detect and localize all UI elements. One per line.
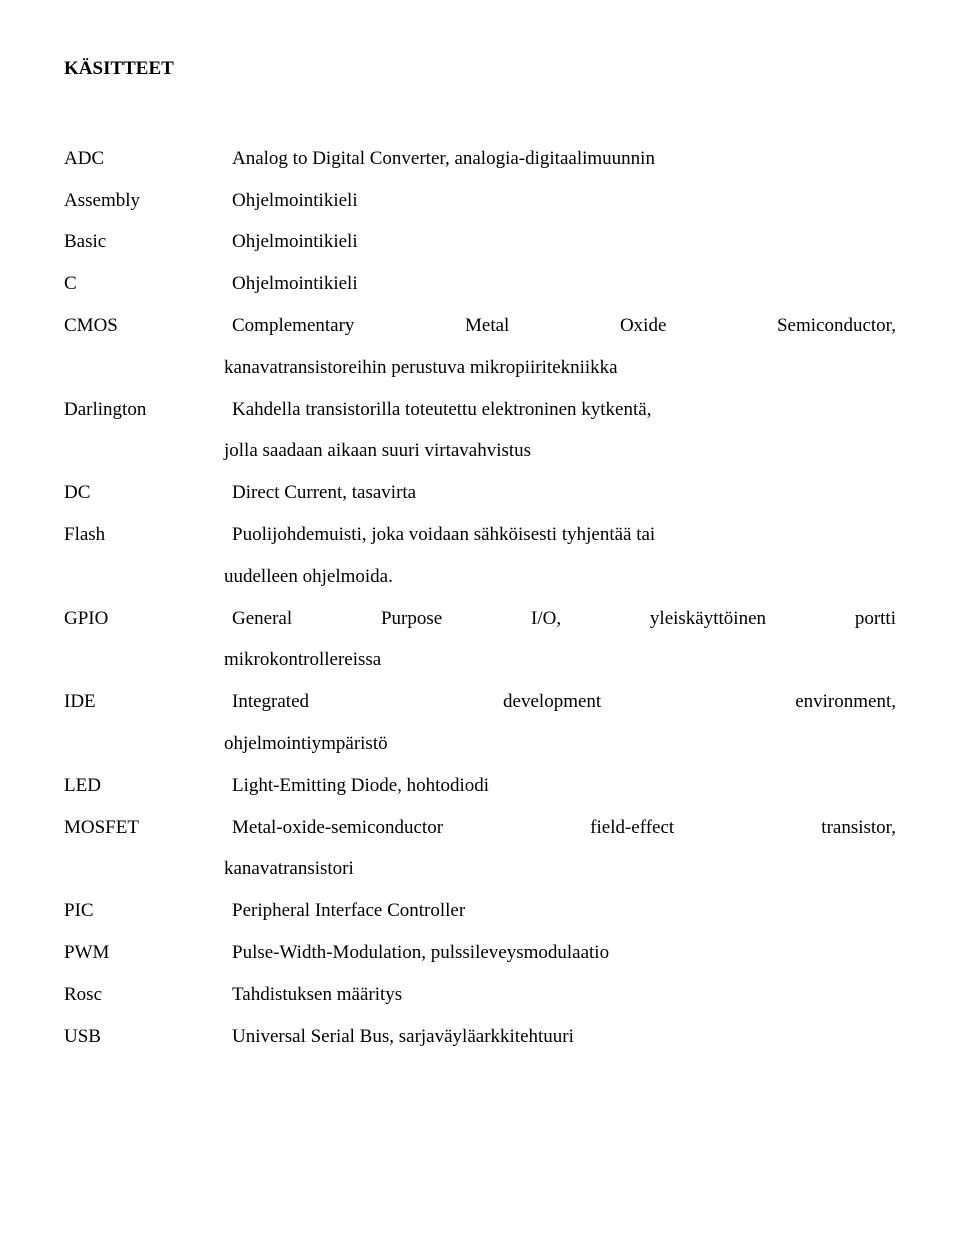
def-ide-line2: ohjelmointiympäristö (64, 723, 896, 765)
def-led: Light-Emitting Diode, hohtodiodi (232, 765, 896, 807)
def-mosfet-line1: Metal-oxide-semiconductor field-effect t… (232, 807, 896, 849)
def-flash-line1: Puolijohdemuisti, joka voidaan sähköises… (232, 514, 896, 556)
def-dc: Direct Current, tasavirta (232, 472, 896, 514)
def-basic: Ohjelmointikieli (232, 221, 896, 263)
term-basic: Basic (64, 221, 232, 263)
term-assembly: Assembly (64, 180, 232, 222)
def-adc: Analog to Digital Converter, analogia-di… (232, 138, 896, 180)
page-title: KÄSITTEET (64, 48, 896, 90)
term-led: LED (64, 765, 232, 807)
term-darlington: Darlington (64, 389, 232, 431)
term-usb: USB (64, 1016, 232, 1058)
term-adc: ADC (64, 138, 232, 180)
def-rosc: Tahdistuksen määritys (232, 974, 896, 1016)
term-cmos: CMOS (64, 305, 232, 347)
def-pic: Peripheral Interface Controller (232, 890, 896, 932)
def-cmos-line2: kanavatransistoreihin perustuva mikropii… (64, 347, 896, 389)
term-rosc: Rosc (64, 974, 232, 1016)
def-pwm: Pulse-Width-Modulation, pulssileveysmodu… (232, 932, 896, 974)
def-darlington-line1: Kahdella transistorilla toteutettu elekt… (232, 389, 896, 431)
def-flash-line2: uudelleen ohjelmoida. (64, 556, 896, 598)
term-gpio: GPIO (64, 598, 232, 640)
def-cmos-line1: Complementary Metal Oxide Semiconductor, (232, 305, 896, 347)
def-gpio-line2: mikrokontrollereissa (64, 639, 896, 681)
def-gpio-line1: General Purpose I/O, yleiskäyttöinen por… (232, 598, 896, 640)
term-dc: DC (64, 472, 232, 514)
term-mosfet: MOSFET (64, 807, 232, 849)
def-assembly: Ohjelmointikieli (232, 180, 896, 222)
def-darlington-line2: jolla saadaan aikaan suuri virtavahvistu… (64, 430, 896, 472)
term-pwm: PWM (64, 932, 232, 974)
term-ide: IDE (64, 681, 232, 723)
def-mosfet-line2: kanavatransistori (64, 848, 896, 890)
def-usb: Universal Serial Bus, sarjaväyläarkkiteh… (232, 1016, 896, 1058)
def-c: Ohjelmointikieli (232, 263, 896, 305)
def-ide-line1: Integrated development environment, (232, 681, 896, 723)
term-flash: Flash (64, 514, 232, 556)
term-c: C (64, 263, 232, 305)
term-pic: PIC (64, 890, 232, 932)
